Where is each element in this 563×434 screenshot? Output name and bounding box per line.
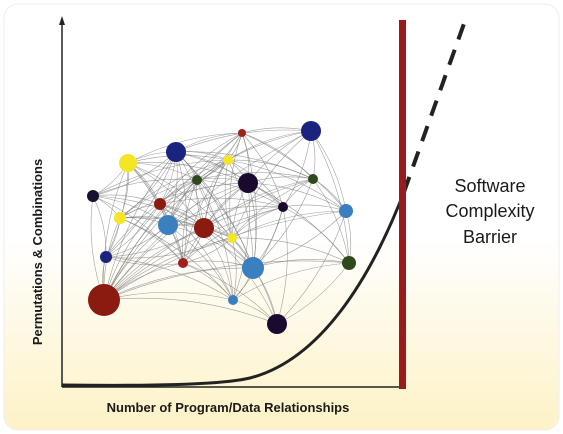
node — [154, 198, 166, 210]
node — [301, 121, 321, 141]
node — [238, 129, 246, 137]
node — [228, 295, 238, 305]
x-axis-label: Number of Program/Data Relationships — [107, 400, 350, 415]
edge — [105, 256, 234, 301]
node — [342, 256, 356, 270]
node — [178, 258, 188, 268]
barrier-label: Barrier — [463, 227, 517, 247]
edge — [119, 182, 249, 219]
node — [227, 233, 237, 243]
edge — [103, 297, 278, 325]
edge — [105, 203, 161, 258]
edge — [196, 130, 312, 181]
node — [166, 142, 186, 162]
edge — [276, 206, 288, 325]
edge — [182, 262, 278, 325]
edge — [196, 179, 234, 301]
edge — [159, 132, 243, 205]
edge — [92, 195, 184, 264]
edge — [196, 179, 254, 269]
node — [158, 215, 178, 235]
card — [3, 3, 560, 431]
edge — [103, 206, 284, 301]
edge — [241, 132, 284, 208]
edge — [312, 178, 350, 264]
edge — [231, 237, 237, 301]
edge — [182, 206, 284, 264]
node — [192, 175, 202, 185]
edge — [119, 179, 198, 219]
edge — [167, 132, 243, 226]
edge — [105, 256, 184, 266]
node — [242, 257, 264, 279]
edge — [182, 159, 229, 264]
edge — [175, 151, 187, 264]
edge — [159, 197, 284, 208]
edge — [105, 227, 205, 258]
barrier-label: Software — [454, 176, 525, 196]
edge — [182, 182, 249, 264]
node — [194, 218, 214, 238]
edge — [252, 178, 314, 269]
edge — [231, 237, 350, 264]
node — [87, 190, 99, 202]
node — [308, 174, 318, 184]
node — [88, 284, 120, 316]
edge — [196, 179, 233, 239]
edge — [276, 210, 347, 325]
edge — [227, 159, 254, 269]
edge — [310, 130, 350, 264]
node — [223, 155, 233, 165]
edge — [105, 151, 177, 258]
y-axis-arrow — [59, 16, 65, 25]
edge — [196, 172, 314, 181]
edge — [252, 210, 347, 269]
edge — [232, 262, 350, 301]
edge — [227, 159, 314, 180]
edge — [92, 159, 229, 197]
node — [238, 173, 258, 193]
node — [339, 204, 353, 218]
edge — [159, 203, 234, 301]
edge — [182, 179, 198, 264]
edge — [247, 182, 347, 212]
edge — [175, 151, 284, 208]
edge — [167, 205, 284, 226]
edge — [159, 203, 233, 239]
y-axis-label: Permutations & Combinations — [30, 159, 45, 345]
edge — [119, 159, 229, 219]
node — [100, 251, 112, 263]
edge — [92, 178, 198, 197]
barrier-line — [399, 20, 406, 389]
edge — [105, 237, 233, 259]
edge — [282, 206, 350, 264]
edge — [103, 237, 233, 301]
edge — [105, 179, 198, 258]
edge — [167, 224, 234, 301]
edge — [231, 210, 347, 239]
barrier-label: Complexity — [445, 201, 534, 221]
node — [278, 202, 288, 212]
edge — [103, 210, 347, 301]
edge — [224, 159, 233, 239]
edge — [182, 262, 234, 301]
complexity-curve-projection — [402, 17, 468, 193]
edge — [241, 132, 314, 180]
node — [267, 314, 287, 334]
edge — [231, 178, 314, 239]
edge — [232, 182, 250, 301]
edge — [127, 132, 243, 164]
node — [119, 154, 137, 172]
complexity-curve — [61, 191, 406, 387]
network — [87, 121, 356, 334]
edge — [103, 179, 198, 301]
node — [114, 212, 126, 224]
edge — [227, 159, 347, 212]
edge — [241, 132, 347, 212]
edge — [103, 267, 254, 301]
edge — [247, 182, 350, 264]
